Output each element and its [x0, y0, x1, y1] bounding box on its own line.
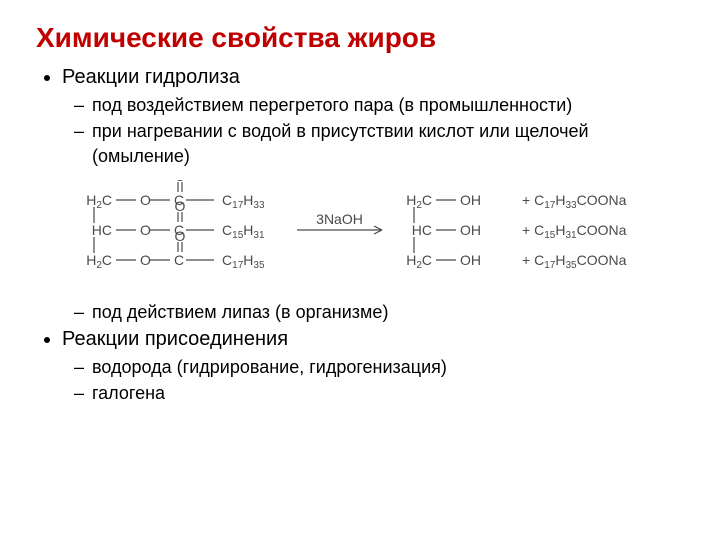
bullet-list: Реакции гидролиза под воздействием перег… [36, 64, 684, 406]
svg-text:OH: OH [460, 192, 481, 208]
svg-text:O: O [175, 228, 186, 244]
svg-text:C: C [174, 252, 184, 268]
list-item-label: под действием липаз (в организме) [92, 302, 388, 322]
svg-text:H2C: H2C [406, 252, 432, 271]
list-item-label: Реакции гидролиза [62, 66, 240, 88]
svg-text:HC: HC [412, 222, 432, 238]
list-item-label: галогена [92, 383, 165, 403]
list-item-label: водорода (гидрирование, гидрогенизация) [92, 357, 447, 377]
list-item: при нагревании с водой в присутствии кис… [92, 119, 684, 168]
svg-text:HC: HC [92, 222, 112, 238]
svg-text:H2C: H2C [86, 192, 112, 211]
sublist: водорода (гидрирование, гидрогенизация) … [62, 355, 684, 406]
svg-text:C15H31: C15H31 [222, 222, 265, 241]
svg-text:OH: OH [460, 222, 481, 238]
sublist: под действием липаз (в организме) [62, 300, 684, 324]
svg-text:O: O [175, 198, 186, 214]
list-item: под воздействием перегретого пара (в про… [92, 93, 684, 117]
svg-text:O: O [175, 180, 186, 184]
svg-text:H2C: H2C [86, 252, 112, 271]
svg-text:OH: OH [460, 252, 481, 268]
svg-text:3NaOH: 3NaOH [316, 211, 363, 227]
svg-text:+ C17H35COONa: + C17H35COONa [522, 252, 627, 271]
sublist: под воздействием перегретого пара (в про… [62, 93, 684, 168]
list-item-label: при нагревании с водой в присутствии кис… [92, 121, 589, 165]
svg-text:C17H33: C17H33 [222, 192, 265, 211]
svg-text:C17H35: C17H35 [222, 252, 265, 271]
svg-text:H2C: H2C [406, 192, 432, 211]
svg-text:+ C17H33COONa: + C17H33COONa [522, 192, 627, 211]
list-item: Реакции гидролиза под воздействием перег… [62, 64, 684, 324]
slide-title: Химические свойства жиров [36, 22, 684, 54]
list-item: водорода (гидрирование, гидрогенизация) [92, 355, 684, 379]
svg-text:O: O [140, 192, 151, 208]
list-item: Реакции присоединения водорода (гидриров… [62, 326, 684, 406]
svg-text:+ C15H31COONa: + C15H31COONa [522, 222, 627, 241]
list-item: под действием липаз (в организме) [92, 300, 684, 324]
list-item-label: Реакции присоединения [62, 328, 288, 350]
svg-text:O: O [140, 252, 151, 268]
slide: Химические свойства жиров Реакции гидрол… [0, 0, 720, 540]
svg-text:O: O [140, 222, 151, 238]
list-item-label: под воздействием перегретого пара (в про… [92, 95, 572, 115]
saponification-reaction: H2COCOC17H33HCOCOC15H31H2COCOC17H353NaOH… [82, 180, 684, 288]
list-item: галогена [92, 381, 684, 405]
